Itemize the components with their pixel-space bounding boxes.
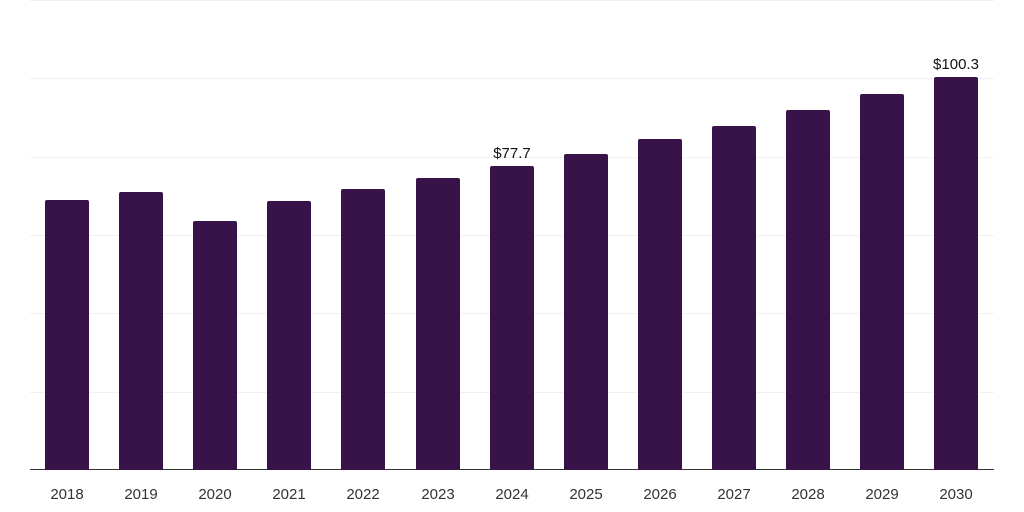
x-tick-label: 2026 (643, 486, 677, 503)
x-tick-label: 2027 (717, 486, 751, 503)
bar-2024[interactable] (490, 166, 534, 470)
bar-2022[interactable] (341, 189, 385, 470)
bar-2021[interactable] (267, 201, 311, 470)
x-tick-label: 2019 (124, 486, 158, 503)
data-label: $100.3 (933, 56, 979, 73)
bar-2019[interactable] (119, 192, 163, 470)
x-tick-label: 2022 (346, 486, 380, 503)
x-tick-label: 2021 (272, 486, 306, 503)
x-tick-label: 2023 (421, 486, 455, 503)
bar-2018[interactable] (45, 200, 89, 470)
bar-2028[interactable] (786, 110, 830, 470)
bar-2027[interactable] (712, 126, 756, 470)
x-tick-label: 2024 (495, 486, 529, 503)
bar-2030[interactable] (934, 77, 978, 470)
x-tick-label: 2030 (939, 486, 973, 503)
x-tick-label: 2018 (50, 486, 84, 503)
x-tick-label: 2020 (198, 486, 232, 503)
bar-2020[interactable] (193, 221, 237, 470)
bar-2026[interactable] (638, 139, 682, 470)
gridline (30, 78, 994, 79)
bar-2029[interactable] (860, 94, 904, 470)
x-tick-label: 2025 (569, 486, 603, 503)
gridline (30, 0, 994, 1)
bar-2023[interactable] (416, 178, 460, 470)
gridline (30, 157, 994, 158)
x-tick-label: 2028 (791, 486, 825, 503)
x-tick-label: 2029 (865, 486, 899, 503)
data-label: $77.7 (493, 145, 531, 162)
bar-2025[interactable] (564, 154, 608, 470)
